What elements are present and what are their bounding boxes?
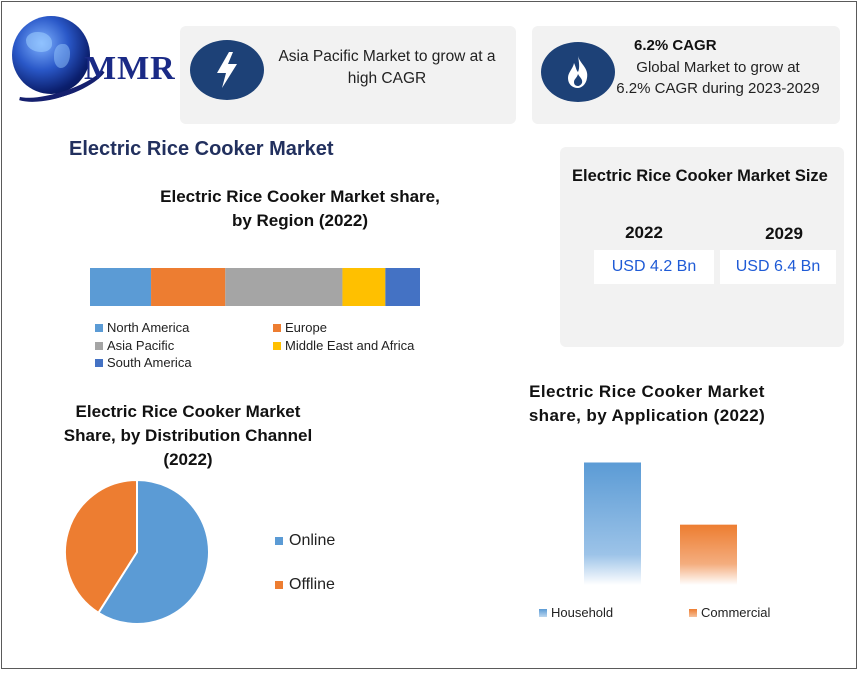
region-chart-title-line2: by Region (2022) (231, 211, 369, 230)
application-chart-title-line1: Electric Rice Cooker Market (529, 382, 765, 401)
globe-land-shape (54, 44, 70, 68)
legend-label: Commercial (701, 605, 771, 620)
market-size-card: Electric Rice Cooker Market Size 2022 20… (560, 147, 844, 347)
legend-swatch (539, 608, 547, 617)
legend-label: Online (289, 532, 336, 549)
legend-label: Household (551, 605, 614, 620)
distribution-chart-title-line2: Share, by Distribution Channel (63, 426, 313, 445)
legend-label: Asia Pacific (107, 338, 175, 353)
region-legend: North America Europe Asia Pacific Middle… (95, 320, 455, 376)
legend-middle-east-africa: Middle East and Africa (273, 338, 414, 353)
cagr-title: 6.2% CAGR (634, 37, 717, 54)
legend-swatch (95, 341, 103, 350)
legend-online: Online (275, 532, 335, 550)
application-bar-household (584, 462, 641, 585)
region-bar-segment-south-america (385, 268, 420, 306)
cagr-card: 6.2% CAGR Global Market to grow at 6.2% … (532, 26, 840, 124)
legend-europe: Europe (273, 320, 327, 335)
globe-land-shape (26, 32, 52, 52)
legend-household: Household (539, 605, 613, 620)
region-bar-segment-europe (151, 268, 226, 306)
region-highlight-line2: high CAGR (347, 70, 427, 87)
legend-label: Europe (285, 320, 327, 335)
market-size-title: Electric Rice Cooker Market Size (572, 167, 828, 185)
legend-label: South America (107, 355, 192, 370)
cagr-body-line2: 6.2% CAGR during 2023-2029 (616, 80, 820, 97)
distribution-chart-title-line1: Electric Rice Cooker Market (75, 402, 301, 421)
legend-swatch (275, 581, 283, 589)
cagr-body-line1: Global Market to grow at (636, 59, 800, 76)
legend-swatch (689, 608, 697, 617)
flame-icon (541, 42, 615, 102)
distribution-chart-title-line3: (2022) (163, 450, 213, 469)
region-bar-segment-middle-east-and-africa (342, 268, 386, 306)
market-size-value-2022: USD 4.2 Bn (594, 250, 714, 284)
distribution-pie-chart (64, 478, 210, 625)
legend-offline: Offline (275, 576, 335, 594)
application-chart-title-line2: share, by Application (2022) (528, 406, 766, 425)
region-highlight-line1: Asia Pacific Market to grow at a (278, 48, 496, 65)
application-bar-commercial (680, 524, 737, 585)
region-bar-segment-asia-pacific (225, 268, 343, 306)
region-highlight-text: Asia Pacific Market to grow at a high CA… (266, 46, 508, 90)
cagr-body: Global Market to grow at 6.2% CAGR durin… (616, 57, 820, 99)
legend-south-america: South America (95, 355, 192, 370)
pie-slice-offline (64, 478, 138, 615)
market-size-year-2029: 2029 (765, 224, 803, 243)
region-chart-title-line1: Electric Rice Cooker Market share, (160, 187, 440, 206)
legend-swatch (273, 341, 281, 350)
region-chart-title: Electric Rice Cooker Market share, by Re… (120, 185, 480, 233)
pie-slice-online (97, 478, 210, 625)
market-size-year-2022: 2022 (625, 223, 663, 242)
legend-commercial: Commercial (689, 605, 770, 620)
application-chart-title: Electric Rice Cooker Market share, by Ap… (492, 380, 802, 428)
market-size-value-2029: USD 6.4 Bn (720, 250, 836, 284)
legend-label: North America (107, 320, 190, 335)
distribution-chart-title: Electric Rice Cooker Market Share, by Di… (50, 400, 326, 472)
application-bar-chart (584, 462, 737, 585)
legend-label: Offline (289, 576, 335, 593)
region-bar-segment-north-america (90, 268, 152, 306)
region-stacked-bar-chart (90, 268, 420, 306)
logo-text: MMR (84, 50, 176, 87)
legend-swatch (95, 323, 103, 332)
page-title: Electric Rice Cooker Market (69, 138, 334, 160)
lightning-icon (190, 40, 264, 100)
globe-logo-icon (12, 16, 90, 94)
region-highlight-card: Asia Pacific Market to grow at a high CA… (180, 26, 516, 124)
legend-swatch (275, 537, 283, 545)
legend-swatch (95, 358, 103, 367)
legend-label: Middle East and Africa (285, 338, 415, 353)
legend-asia-pacific: Asia Pacific (95, 338, 174, 353)
legend-swatch (273, 323, 281, 332)
legend-north-america: North America (95, 320, 189, 335)
